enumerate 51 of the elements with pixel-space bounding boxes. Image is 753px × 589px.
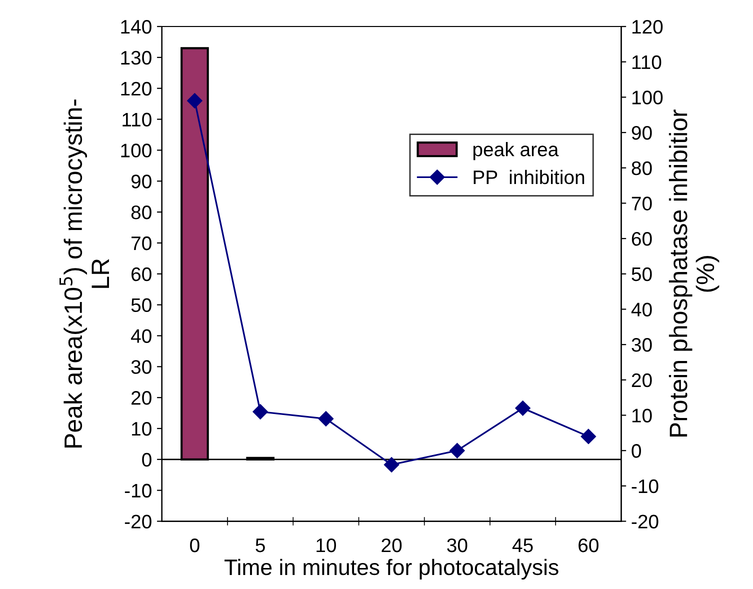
y-tick-label: 10 [132, 422, 152, 436]
y-tick-label: 130 [121, 50, 152, 65]
y2-tick-label: -20 [632, 514, 658, 528]
y2-tick-label: -10 [632, 479, 658, 494]
y-tick-label: 0 [142, 452, 152, 467]
y-tick-label: -10 [124, 484, 152, 498]
y2-tick-label: 10 [632, 408, 652, 422]
y-tick-label: 70 [132, 236, 152, 250]
point [252, 404, 268, 420]
point [318, 411, 334, 426]
y-axis-title: Peak area(x10$^{5}$) of microcystin- LR [60, 100, 109, 448]
y2-tick-label: 20 [632, 373, 652, 388]
y2-tick-label: 60 [632, 232, 652, 246]
x-tick-label: 0 [190, 538, 200, 552]
x-tick-label: 30 [447, 538, 468, 552]
y-tick-label: 30 [131, 360, 152, 374]
legend-label: peak area [473, 142, 559, 160]
legend-label: PP inhibition [474, 170, 584, 184]
y-tick-label: -20 [124, 514, 152, 528]
y2-tick-label: 40 [631, 302, 652, 316]
point [187, 93, 202, 108]
y2-tick-label: 110 [632, 55, 662, 70]
y2-tick-label: 50 [632, 267, 652, 282]
x-tick-label: 45 [512, 538, 533, 552]
x-tick-label: 5 [256, 538, 265, 552]
x-axis-title: Time in minutes for photocatalysis [224, 558, 558, 580]
y-tick-label: 120 [121, 82, 152, 96]
point [384, 457, 400, 472]
y-tick-label: 50 [131, 298, 152, 312]
x-tick-label: 60 [578, 538, 598, 552]
y-tick-label: 100 [121, 144, 152, 158]
y2-tick-label: 100 [632, 90, 663, 104]
y-tick-label: 140 [121, 20, 152, 34]
y-tick-label: 80 [131, 206, 152, 220]
y-tick-label: 20 [132, 391, 152, 405]
point [515, 400, 530, 416]
y-tick-label: 60 [132, 267, 152, 282]
y2-tick-label: 0 [632, 444, 641, 458]
y2-tick-label: 30 [632, 338, 652, 352]
point [450, 443, 465, 458]
y-tick-label: 110 [122, 112, 152, 127]
y-tick-label: 90 [131, 174, 152, 188]
x-tick-label: 10 [316, 538, 336, 552]
x-tick-label: 20 [382, 538, 402, 552]
y2-axis-title: Protein phosphatase inhibitior (%) [668, 110, 720, 437]
y2-tick-label: 90 [632, 126, 652, 140]
y2-tick-label: 120 [632, 20, 663, 34]
y-tick-label: 40 [130, 329, 152, 343]
y2-tick-label: 70 [632, 196, 652, 210]
point [580, 428, 596, 444]
y2-tick-label: 80 [632, 161, 652, 176]
